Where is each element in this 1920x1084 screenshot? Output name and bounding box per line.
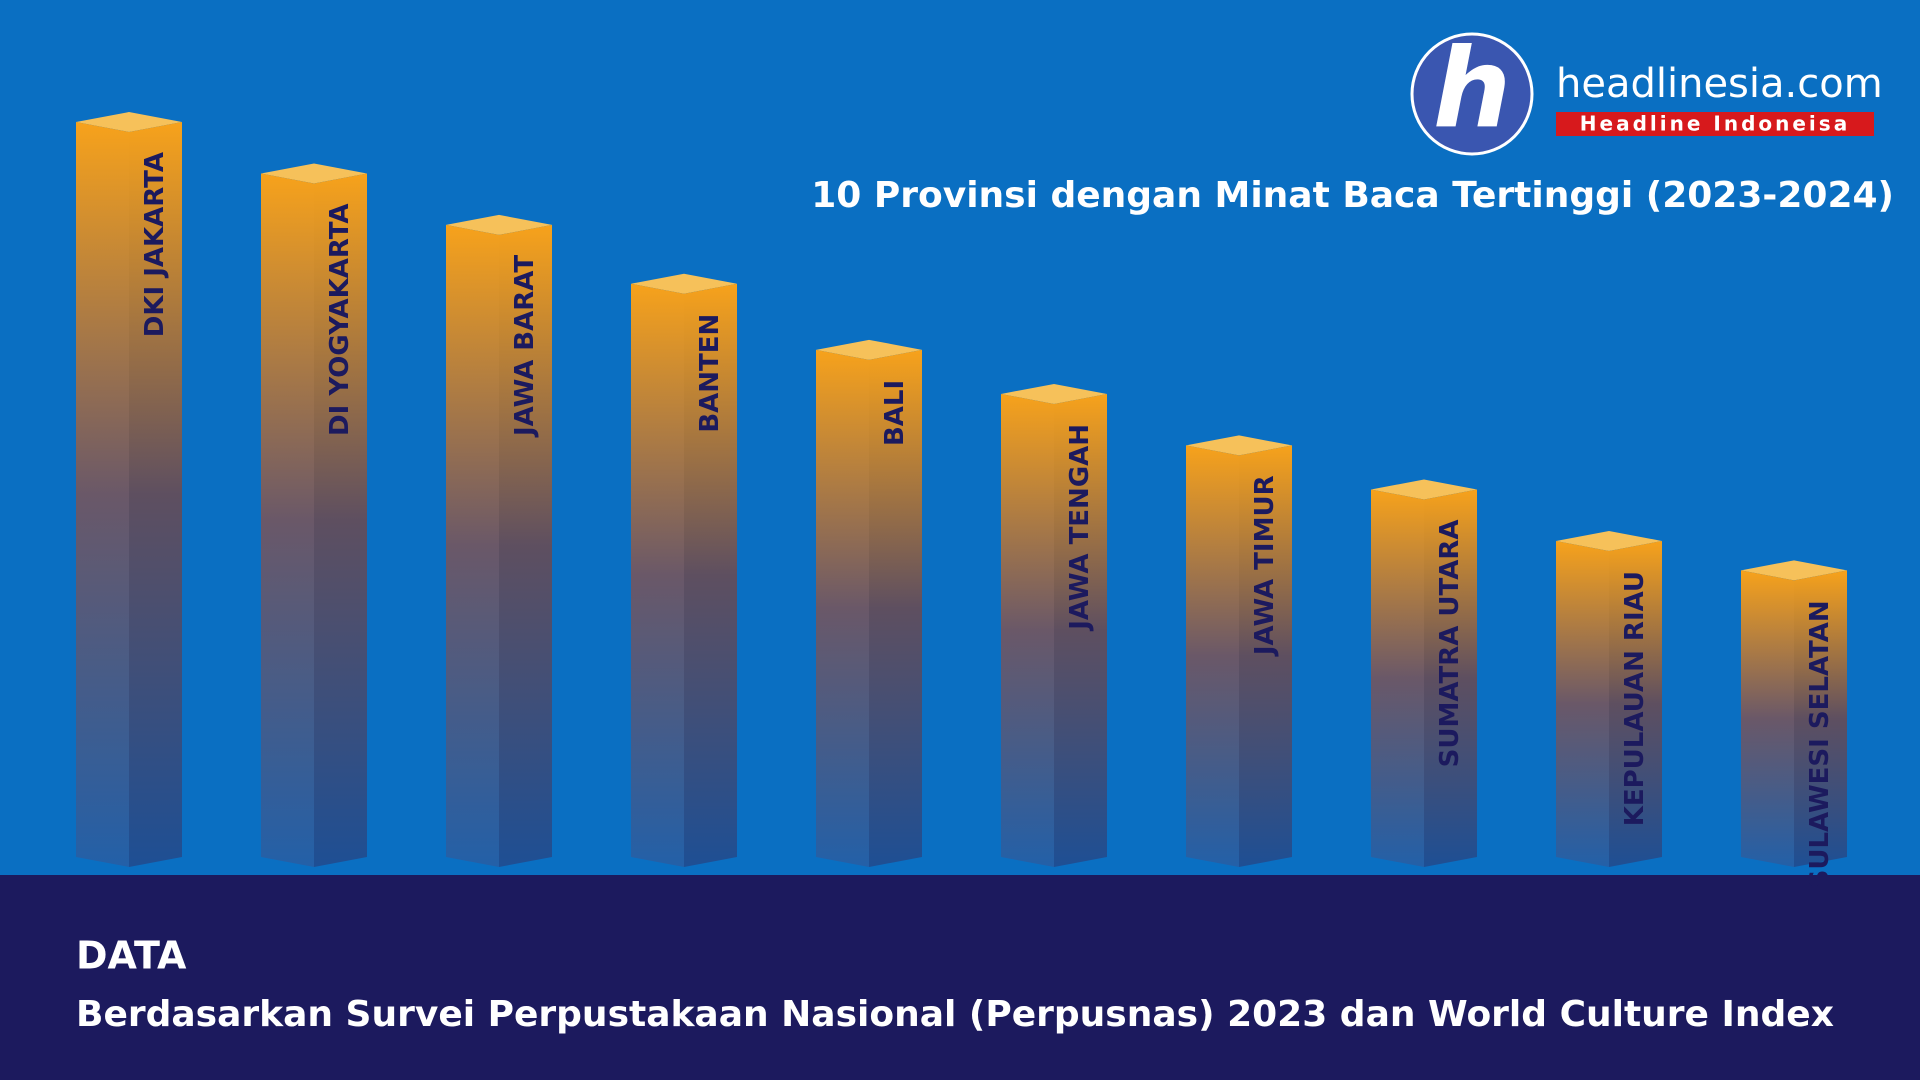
category-label: DI YOGYAKARTA [325, 203, 355, 436]
bar-front [261, 173, 314, 867]
category-label: SUMATRA UTARA [1435, 520, 1465, 768]
category-label: KEPULAUAN RIAU [1620, 571, 1650, 826]
bar [816, 339, 922, 868]
category-label: BANTEN [695, 314, 725, 433]
footer-band [0, 875, 1920, 1080]
source-heading: DATA [76, 934, 187, 978]
logo-letter: h [1433, 24, 1511, 152]
logo: h headlinesia.com Headline Indoneisa [1410, 24, 1883, 156]
bar-side [684, 283, 737, 867]
source-text: Berdasarkan Survei Perpustakaan Nasional… [76, 994, 1834, 1035]
logo-tag-box [1556, 112, 1874, 136]
bar [1186, 435, 1292, 867]
bar-front [76, 122, 129, 867]
chart-title: 10 Provinsi dengan Minat Baca Tertinggi … [811, 175, 1894, 216]
bar-front [1186, 445, 1239, 867]
bar-side [1424, 489, 1477, 867]
bar-side [869, 349, 922, 868]
bar-front [1741, 570, 1794, 867]
bar-side [499, 224, 552, 867]
bar-front [816, 349, 869, 868]
bar [76, 112, 182, 867]
bar [1371, 479, 1477, 867]
category-label: JAWA TENGAH [1065, 424, 1095, 632]
bar-side [129, 122, 182, 867]
bar-front [1556, 540, 1609, 867]
category-label: JAWA TIMUR [1250, 475, 1280, 657]
bar-side [1054, 393, 1107, 867]
bar [446, 214, 552, 867]
bar [1001, 383, 1107, 867]
logo-name: headlinesia.com [1556, 61, 1883, 107]
bar-front [631, 283, 684, 867]
bar [1556, 530, 1662, 867]
category-label: DKI JAKARTA [140, 152, 170, 337]
bar-side [1794, 570, 1847, 867]
category-label: JAWA BARAT [510, 255, 540, 438]
bar [1741, 560, 1847, 867]
logo-circle [1410, 32, 1534, 156]
bar-side [1609, 540, 1662, 867]
bar-side [1239, 445, 1292, 867]
bar [261, 163, 367, 867]
category-label: BALI [880, 380, 910, 446]
bar-side [314, 173, 367, 867]
bar [631, 273, 737, 867]
bar-front [446, 224, 499, 867]
logo-tagline: Headline Indoneisa [1580, 112, 1850, 136]
category-label: SULAWESI SELATAN [1805, 600, 1835, 888]
bar-front [1371, 489, 1424, 867]
bar-front [1001, 393, 1054, 867]
